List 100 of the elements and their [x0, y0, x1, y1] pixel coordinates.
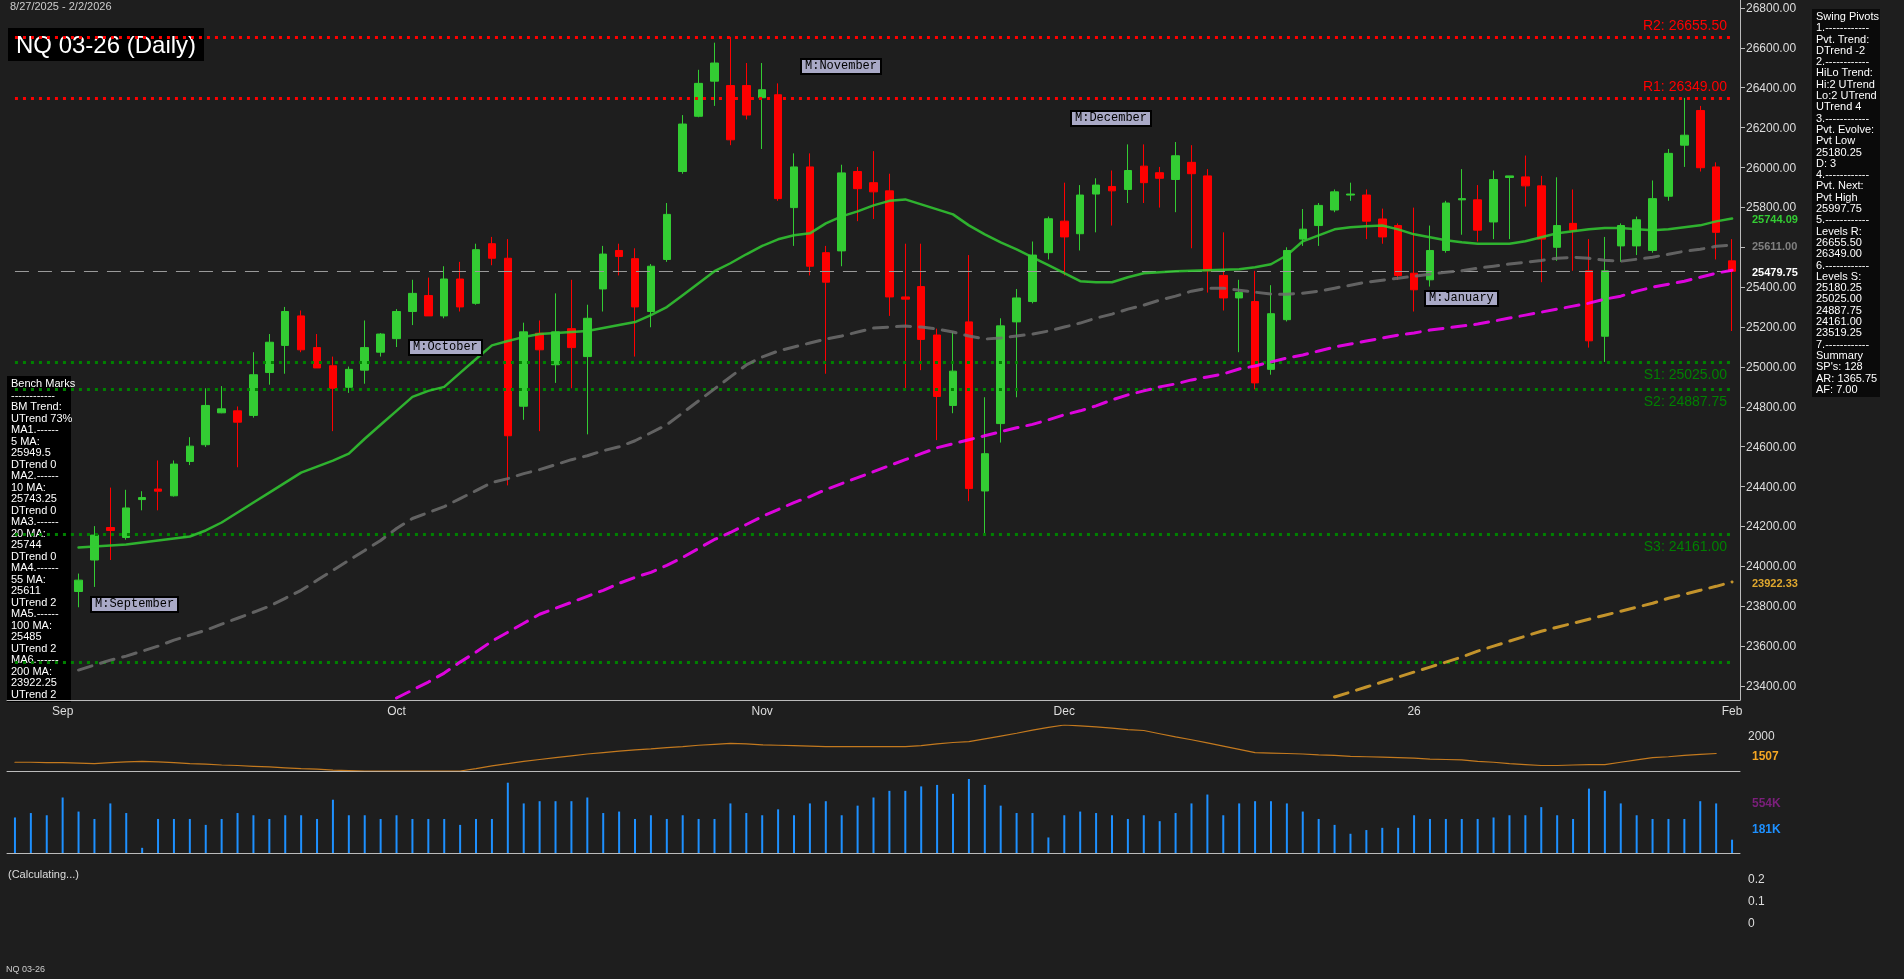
x-tick-label: 26	[1407, 704, 1422, 718]
candlestick	[1235, 279, 1243, 353]
bar	[1587, 788, 1590, 853]
bar	[45, 815, 48, 853]
candlestick	[345, 366, 353, 394]
candlestick	[1426, 225, 1434, 288]
bar	[141, 847, 144, 853]
bar	[109, 803, 112, 853]
y-tick-label: 25200.00	[1746, 320, 1797, 335]
candlestick	[535, 319, 544, 432]
bar	[538, 801, 541, 853]
candlestick	[1712, 161, 1720, 260]
y-tick-label: 24000.00	[1746, 559, 1797, 574]
bar	[236, 813, 239, 853]
bar	[395, 815, 398, 853]
bar	[316, 818, 319, 853]
bar	[1715, 803, 1718, 853]
candlestick	[122, 489, 130, 541]
text: 0.2	[1748, 872, 1765, 886]
bar	[1699, 801, 1702, 853]
bar	[347, 815, 350, 853]
bar	[967, 779, 970, 853]
bar	[1619, 803, 1622, 853]
bar	[13, 817, 16, 853]
bar	[1190, 803, 1193, 853]
candlestick	[186, 436, 194, 466]
candlestick	[519, 322, 528, 421]
bar	[172, 818, 175, 853]
candlestick	[1458, 168, 1466, 236]
bar	[808, 803, 811, 853]
bar	[745, 813, 748, 853]
bar	[300, 815, 303, 853]
bar	[777, 809, 780, 853]
bar	[1254, 801, 1257, 853]
bar	[93, 818, 96, 853]
bar	[1397, 827, 1400, 853]
bar	[872, 797, 875, 853]
y-tick-label: 23400.00	[1746, 679, 1797, 694]
text: 0	[1748, 916, 1755, 930]
candlestick	[1044, 216, 1053, 260]
bar	[1174, 813, 1177, 853]
bar	[999, 805, 1002, 853]
candlestick	[408, 279, 417, 326]
bar	[983, 784, 986, 853]
candlestick	[376, 332, 385, 358]
annotation: M:November	[800, 58, 883, 75]
text: (Calculating...)	[8, 868, 79, 881]
bar	[1269, 801, 1272, 853]
bar	[77, 811, 80, 853]
bar	[1413, 815, 1416, 853]
candlestick	[1092, 177, 1100, 233]
candlestick	[1680, 97, 1689, 168]
candlestick	[154, 459, 162, 511]
candlestick	[74, 573, 83, 608]
x-tick-label: Sep	[51, 704, 74, 718]
bar	[252, 815, 255, 853]
candlestick	[1632, 216, 1641, 256]
candlestick	[1187, 144, 1196, 249]
bar	[427, 818, 430, 853]
annotation: M:October	[408, 339, 483, 356]
bar	[824, 801, 827, 853]
candlestick	[710, 42, 719, 107]
bar	[649, 815, 652, 853]
bar	[1492, 817, 1495, 853]
bar	[1603, 790, 1606, 853]
bar	[125, 813, 128, 853]
candlestick	[1330, 188, 1339, 213]
bar	[61, 797, 64, 853]
y-tick-label: 26000.00	[1746, 160, 1797, 175]
bar	[888, 790, 891, 853]
candlestick	[1267, 284, 1275, 376]
bar	[1731, 839, 1734, 853]
bar	[411, 818, 414, 853]
candlestick	[392, 308, 401, 348]
candlestick	[1362, 188, 1371, 240]
bar	[1667, 818, 1670, 853]
bar	[29, 813, 32, 853]
bar	[697, 818, 700, 853]
bar	[1635, 815, 1638, 853]
candlestick	[822, 245, 830, 375]
bar	[618, 811, 621, 853]
candlestick	[1664, 148, 1673, 202]
bar	[681, 815, 684, 853]
bar	[1460, 818, 1463, 853]
y-tick-label: 26600.00	[1746, 40, 1797, 55]
text: Swing Pivots 1.------------ Pvt. Trend: DTrend -2 2.------------ HiLo Trend: Hi:2 UTrend Lo:2 UTrend UTrend 4 3.------------ Pvt. Evolve: Pvt Low 25180.25 D: 3 4.------------ Pvt. Next: Pvt High 25997.75 5.------------ Levels R: 26655.50 26349.00 6.------------ Levels S: 25180.25 25025.00 24887.75 24161.00 23519.25 7.------------ Summary SP's: 128 AR: 1365.75 AF: 7.00	[1816, 10, 1879, 395]
bar	[936, 784, 939, 853]
bar	[1540, 807, 1543, 853]
candlestick	[1569, 188, 1577, 272]
bar	[1556, 815, 1559, 853]
bar	[1349, 833, 1352, 853]
candlestick	[233, 405, 242, 468]
bar	[713, 818, 716, 853]
x-tick-label: Feb	[1721, 704, 1743, 718]
bar	[856, 805, 859, 853]
candlestick	[615, 243, 623, 276]
bar	[729, 803, 732, 853]
candlestick	[1203, 168, 1212, 294]
candlestick	[1028, 241, 1037, 304]
bar	[1333, 824, 1336, 853]
